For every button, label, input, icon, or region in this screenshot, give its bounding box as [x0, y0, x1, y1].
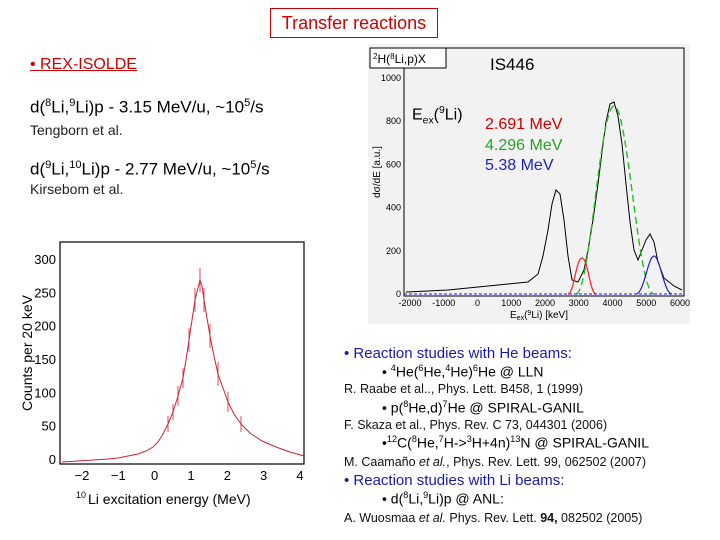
- ref-caamano: M. Caamaño et al., Phys. Rev. Lett. 99, …: [344, 455, 647, 469]
- energy-red: 2.691 MeV: [485, 116, 563, 133]
- li10-spectrum-plot: 300 250 200 150 100 50 0 −2 −1 0 1 2 3 4 Counts per …: [18, 228, 318, 510]
- t: ex: [422, 115, 434, 127]
- energy-legend-title: Eex(9Li): [412, 105, 463, 127]
- tick-label: 4000: [602, 298, 622, 308]
- plot-frame: [59, 241, 305, 465]
- he-reaction-3: •12C(8He,7H->3H+4n)13N @ SPIRAL-GANIL: [382, 434, 649, 451]
- t: /s: [250, 97, 264, 117]
- ref-skaza: F. Skaza et al., Phys. Rev. C 73, 044301…: [344, 418, 608, 432]
- t: Li,: [51, 159, 70, 179]
- t: 10: [69, 159, 82, 171]
- he-beams-heading: • Reaction studies with He beams:: [344, 345, 572, 362]
- t: 9: [69, 97, 76, 109]
- left-plot-ylabel: Counts per 20 keV: [19, 294, 35, 411]
- t: /s: [256, 159, 270, 179]
- energy-blue: 5.38 MeV: [485, 157, 554, 174]
- t: 9: [438, 105, 445, 116]
- t: Li,: [51, 97, 70, 117]
- tick-label: 3: [260, 468, 267, 483]
- tick-label: 50: [42, 419, 56, 434]
- tick-label: 2: [224, 468, 231, 483]
- tick-label: 200: [34, 319, 56, 334]
- t: Li): [444, 106, 463, 124]
- t: 5: [250, 159, 257, 171]
- t: d(: [30, 97, 46, 117]
- right-plot-xlabel: Eex(9Li) [keV]: [510, 310, 568, 322]
- t: Li)p - 3.15 MeV/u, ~10: [75, 97, 245, 117]
- tick-label: 1000: [381, 73, 401, 83]
- author-kirsebom: Kirsebom et al.: [30, 181, 124, 197]
- left-plot-xlabel-sup: 10: [76, 490, 86, 500]
- ref-wuosmaa: A. Wuosmaa et al. Phys. Rev. Lett. 94, 0…: [344, 511, 643, 525]
- li-beams-heading: • Reaction studies with Li beams:: [344, 472, 565, 489]
- fit-red: [567, 257, 597, 295]
- fit-green: [575, 105, 655, 295]
- tick-label: 4: [296, 468, 303, 483]
- tick-label: 600: [386, 159, 401, 169]
- t: d(: [30, 159, 46, 179]
- tick-label: 2000: [535, 298, 555, 308]
- tick-label: 0: [396, 289, 401, 299]
- tick-label: 150: [34, 352, 56, 367]
- spectrum-trace: [61, 278, 305, 463]
- t: 8: [45, 97, 52, 109]
- reaction-line-1: d(8Li,9Li)p - 3.15 MeV/u, ~105/s: [30, 97, 263, 118]
- tick-label: 1000: [501, 298, 521, 308]
- t: (: [433, 106, 439, 124]
- tick-label: 100: [34, 385, 56, 400]
- li-reaction-1: • d(8Li,9Li)p @ ANL:: [382, 490, 504, 507]
- tick-label: -1000: [432, 298, 455, 308]
- right-plot-ylabel: dσ/dE [a.u.]: [372, 146, 383, 198]
- tick-label: −1: [111, 468, 126, 483]
- t: 5: [244, 97, 251, 109]
- slide-title: Transfer reactions: [281, 12, 427, 33]
- energy-green: 4.296 MeV: [485, 137, 563, 154]
- tick-label: 0: [151, 468, 158, 483]
- right-plot-frame: [403, 47, 685, 297]
- tick-label: 250: [34, 285, 56, 300]
- fit-blue: [635, 255, 673, 295]
- rex-isolde-heading: • REX-ISOLDE: [30, 56, 137, 73]
- tick-label: 300: [34, 252, 56, 267]
- tick-label: -2000: [398, 298, 421, 308]
- tick-label: 0: [49, 452, 56, 467]
- is446-label: IS446: [490, 55, 535, 74]
- ref-raabe: R. Raabe et al.., Phys. Lett. B458, 1 (1…: [344, 382, 584, 396]
- spectrum-error-bars: [167, 268, 242, 432]
- tick-label: 5000: [636, 298, 656, 308]
- t: Li)p - 2.77 MeV/u, ~10: [81, 159, 251, 179]
- reaction-line-2: d(9Li,10Li)p - 2.77 MeV/u, ~105/s: [30, 159, 270, 180]
- tick-label: 3000: [569, 298, 589, 308]
- slide-title-box: Transfer reactions: [270, 8, 438, 38]
- t: E: [412, 106, 423, 124]
- tick-label: 1: [187, 468, 194, 483]
- left-plot-xlabel: Li excitation energy (MeV): [88, 491, 251, 507]
- tick-label: 0: [475, 298, 480, 308]
- tick-label: 800: [386, 116, 401, 126]
- he-reaction-1: • 4He(6He,4He)6He @ LLN: [382, 363, 544, 380]
- tick-label: 400: [386, 203, 401, 213]
- reaction-label-box: [369, 47, 447, 69]
- tick-label: −2: [75, 468, 90, 483]
- t: 9: [45, 159, 52, 171]
- he-reaction-2: • p(8He,d)7He @ SPIRAL-GANIL: [382, 399, 584, 416]
- tick-label: 6000: [670, 298, 690, 308]
- reaction-label: 2H(8Li,p)X: [373, 52, 426, 66]
- tick-label: 200: [386, 246, 401, 256]
- author-tengborn: Tengborn et al.: [30, 122, 123, 138]
